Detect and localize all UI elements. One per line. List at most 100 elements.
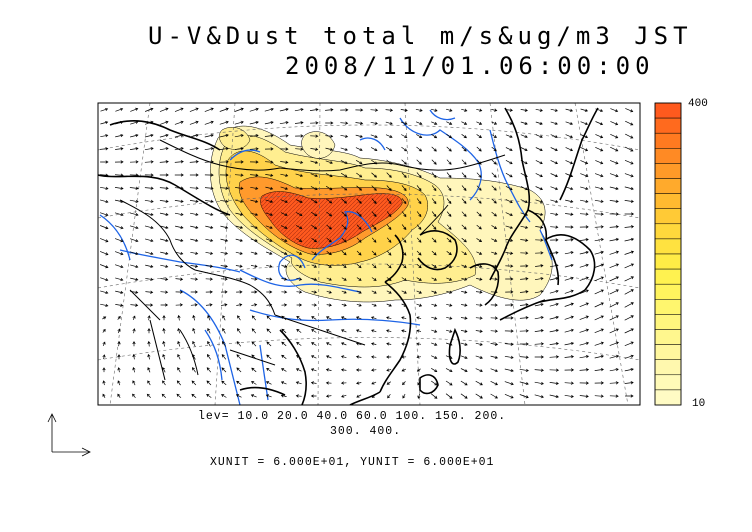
wind-vector-arrow (609, 199, 619, 203)
wind-vector-arrow (504, 355, 514, 359)
wind-vector-arrow (386, 250, 392, 256)
wind-vector-arrow (279, 134, 289, 138)
wind-vector-arrow (234, 107, 244, 112)
wind-vector-arrow (609, 315, 619, 321)
wind-vector-arrow (355, 159, 363, 165)
wind-vector-arrow (99, 238, 109, 243)
wind-vector-arrow (235, 186, 244, 190)
wind-vector-arrow (310, 160, 319, 165)
wind-vector-arrow (189, 107, 199, 112)
wind-vector-arrow (280, 238, 288, 242)
wind-vector-arrow (520, 172, 528, 178)
wind-vector-arrow (461, 264, 468, 268)
wind-vector-arrow (326, 264, 332, 268)
wind-vector-arrow (550, 160, 559, 165)
wind-vector-arrow (205, 199, 214, 203)
wind-vector-arrow (100, 173, 109, 177)
wind-vector-arrow (280, 212, 288, 217)
wind-vector-arrow (251, 367, 257, 373)
wind-vector-arrow (431, 303, 438, 307)
wind-vector-arrow (264, 134, 274, 138)
wind-vector-arrow (189, 186, 199, 190)
wind-vector-arrow (402, 393, 406, 399)
wind-vector-arrow (114, 225, 124, 230)
wind-vector-arrow (430, 108, 438, 112)
wind-vector-arrow (311, 316, 317, 320)
wind-vector-arrow (446, 159, 452, 165)
wind-vector-arrow (190, 303, 198, 307)
wind-vector-arrow (310, 368, 317, 372)
wind-vector-arrow (189, 120, 199, 125)
wind-vector-arrow (266, 264, 273, 268)
wind-vector-arrow (431, 211, 437, 218)
wind-vector-arrow (416, 224, 422, 230)
wind-vector-arrow (207, 314, 211, 321)
wind-vector-arrow (461, 134, 467, 139)
wind-vector-arrow (564, 368, 575, 372)
wind-vector-arrow (534, 368, 544, 372)
wind-vector-arrow (326, 224, 332, 230)
wind-vector-arrow (144, 225, 154, 230)
wind-vector-arrow (609, 302, 619, 308)
wind-vector-arrow (115, 120, 124, 125)
wind-vector-arrow (265, 173, 274, 177)
wind-vector-arrow (535, 251, 544, 255)
wind-vector-arrow (130, 303, 139, 307)
wind-vector-arrow (295, 381, 302, 385)
wind-vector-arrow (520, 159, 528, 165)
wind-vector-arrow (491, 264, 498, 268)
wind-vector-arrow (491, 211, 497, 217)
wind-vector-arrow (117, 354, 121, 360)
wind-vector-arrow (446, 303, 453, 307)
wind-vector-arrow (491, 251, 498, 255)
wind-vector-arrow (250, 264, 258, 268)
wind-vector-arrow (564, 341, 575, 346)
wind-vector-arrow (219, 160, 229, 164)
wind-vector-arrow (177, 367, 181, 373)
wind-vector-arrow (222, 341, 226, 347)
wind-vector-arrow (386, 198, 392, 205)
wind-vector-arrow (490, 290, 498, 294)
wind-vector-arrow (341, 198, 348, 204)
wind-vector-arrow (114, 199, 124, 204)
wind-vector-arrow (235, 238, 243, 242)
wind-vector-arrow (115, 107, 124, 112)
wind-vector-arrow (221, 367, 227, 373)
wind-vector-arrow (371, 342, 377, 346)
wind-vector-arrow (386, 329, 392, 333)
wind-vector-arrow (147, 380, 151, 386)
wind-vector-arrow (281, 303, 288, 307)
wind-vector-arrow (431, 342, 438, 346)
wind-vector-arrow (114, 173, 124, 177)
wind-vector-arrow (310, 134, 319, 138)
wind-vector-arrow (174, 212, 184, 217)
wind-vector-arrow (99, 251, 109, 256)
wind-vector-arrow (100, 147, 109, 151)
wind-vector-arrow (249, 107, 259, 112)
colorbar-swatch (654, 102, 682, 119)
wind-vector-arrow (250, 225, 258, 230)
wind-vector-arrow (595, 108, 604, 113)
wind-vector-arrow (192, 354, 196, 360)
wind-vector-arrow (160, 225, 169, 230)
wind-vector-arrow (265, 394, 272, 398)
wind-vector-arrow (565, 108, 574, 112)
wind-vector-arrow (177, 327, 181, 334)
wind-vector-arrow (341, 290, 347, 294)
wind-vector-arrow (159, 120, 169, 125)
wind-vector-arrow (416, 277, 422, 281)
wind-vector-arrow (564, 302, 574, 307)
wind-vector-arrow (325, 329, 332, 333)
wind-vector-arrow (579, 238, 589, 242)
wind-vector-arrow (132, 341, 136, 347)
wind-vector-arrow (490, 329, 498, 333)
wind-vector-arrow (401, 159, 407, 165)
wind-vector-arrow (564, 315, 574, 320)
wind-vector-arrow (385, 121, 393, 125)
wind-vector-arrow (355, 355, 362, 359)
wind-vector-arrow (249, 147, 259, 151)
wind-vector-arrow (386, 211, 392, 218)
wind-vector-arrow (326, 251, 332, 256)
wind-vector-arrow (341, 185, 348, 191)
wind-vector-arrow (326, 277, 332, 281)
